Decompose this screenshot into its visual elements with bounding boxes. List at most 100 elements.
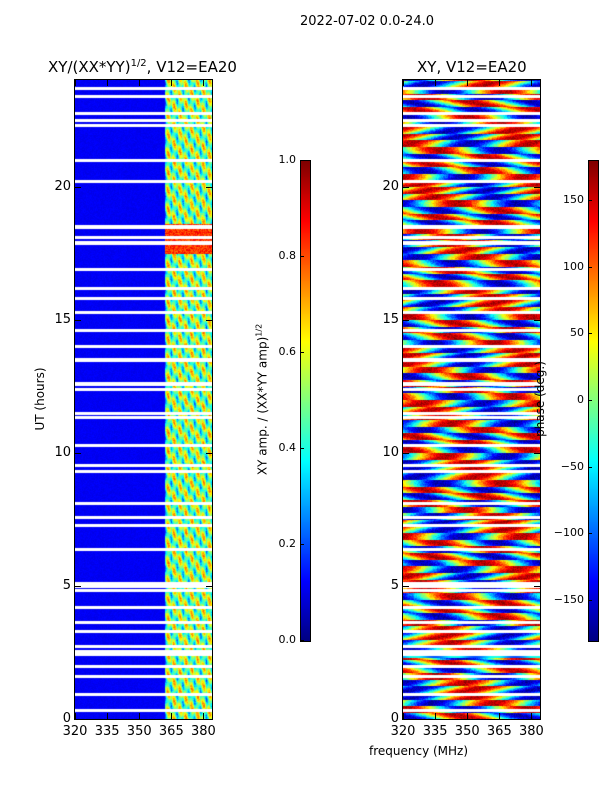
colorbar-tick-label: −150	[553, 593, 584, 606]
x-tick-mark	[75, 713, 76, 719]
y-tick-mark	[75, 719, 81, 720]
colorbar-tick-mark	[300, 160, 304, 161]
y-tick-label: 5	[390, 577, 399, 593]
x-tick-mark	[531, 713, 533, 719]
colorbar-tick-mark	[588, 533, 592, 535]
left-colorbar	[300, 160, 311, 642]
colorbar-tick-label: 0.4	[278, 441, 297, 454]
x-tick-mark	[107, 713, 109, 719]
y-tick-label: 5	[62, 577, 71, 593]
x-tick-mark-top	[139, 80, 141, 86]
right-xlabel: frequency (MHz)	[369, 744, 469, 758]
right-axes-frame	[402, 79, 541, 720]
colorbar-tick-label: 0.2	[278, 537, 297, 550]
colorbar-tick-mark	[588, 400, 592, 401]
left-heatmap	[75, 80, 212, 719]
colorbar-tick-label: 50	[570, 326, 584, 340]
y-tick-label: 15	[382, 311, 399, 327]
x-tick-label: 350	[454, 724, 480, 739]
y-tick-mark-right	[534, 719, 540, 720]
right-colorbar	[588, 160, 599, 642]
right-plot-title: XY, V12=EA20	[417, 58, 527, 76]
x-tick-mark-top	[499, 80, 501, 86]
colorbar-tick-label: 0.0	[278, 633, 297, 646]
y-tick-mark	[403, 452, 409, 454]
y-tick-mark	[403, 585, 409, 587]
y-tick-mark	[75, 452, 81, 454]
y-tick-label: 15	[54, 311, 71, 327]
y-tick-mark	[75, 585, 81, 587]
y-tick-mark	[75, 186, 81, 188]
x-tick-mark-top	[531, 80, 533, 86]
x-tick-mark	[139, 713, 141, 719]
y-tick-label: 0	[62, 711, 71, 726]
y-tick-label: 20	[54, 178, 71, 194]
x-tick-label: 335	[422, 724, 448, 739]
y-tick-mark-right	[206, 452, 212, 454]
colorbar-tick-label: −50	[560, 459, 584, 473]
colorbar-tick-label: −100	[553, 526, 584, 540]
left-title-exponent: 1/2	[130, 58, 147, 69]
x-tick-mark	[467, 713, 469, 719]
left-ylabel: UT (hours)	[33, 367, 47, 431]
x-tick-mark	[203, 713, 205, 719]
colorbar-tick-mark	[300, 640, 304, 641]
colorbar-tick-label: 0.6	[278, 345, 297, 358]
y-tick-label: 10	[54, 444, 71, 460]
colorbar-tick-mark	[588, 333, 592, 335]
suptitle: 2022-07-02 0.0-24.0	[300, 14, 434, 29]
left-axes-frame	[74, 79, 213, 720]
y-tick-label: 0	[390, 711, 399, 726]
x-tick-mark	[499, 713, 501, 719]
x-tick-mark	[403, 713, 404, 719]
colorbar-tick-mark	[300, 544, 304, 545]
left-title-base: XY/(XX*YY)	[48, 58, 131, 76]
y-tick-mark-right	[534, 186, 540, 188]
x-tick-mark-top	[467, 80, 469, 86]
colorbar-tick-label: 100	[563, 259, 584, 273]
y-tick-mark	[403, 719, 409, 720]
left-colorbar-label: XY amp. / (XX*YY amp)1/2	[255, 290, 270, 510]
x-tick-mark-top	[75, 80, 76, 86]
colorbar-tick-mark	[300, 256, 304, 257]
x-tick-label: 320	[62, 724, 88, 739]
x-tick-label: 335	[94, 724, 120, 739]
colorbar-tick-label: 1.0	[278, 153, 297, 166]
left-title-suffix: , V12=EA20	[146, 58, 237, 76]
colorbar-tick-mark	[588, 600, 592, 601]
left-plot-title: XY/(XX*YY)1/2, V12=EA20	[48, 58, 237, 76]
left-colorbar-label-exponent: 1/2	[254, 323, 264, 337]
y-tick-mark-right	[206, 319, 212, 321]
y-tick-mark	[403, 186, 409, 188]
y-tick-mark	[403, 319, 409, 321]
x-tick-mark	[171, 713, 173, 719]
x-tick-label: 380	[519, 724, 544, 739]
colorbar-tick-label: 0.8	[278, 249, 297, 262]
y-tick-mark-right	[534, 452, 540, 454]
x-tick-label: 320	[390, 724, 416, 739]
x-tick-mark-top	[107, 80, 109, 86]
y-tick-label: 20	[382, 178, 399, 194]
colorbar-tick-mark	[300, 448, 304, 449]
colorbar-tick-label: 150	[563, 193, 584, 206]
y-tick-mark	[75, 319, 81, 321]
y-tick-label: 10	[382, 444, 399, 460]
y-tick-mark-right	[206, 186, 212, 188]
colorbar-tick-mark	[588, 266, 592, 268]
y-tick-mark-right	[206, 719, 212, 720]
x-tick-mark-top	[203, 80, 205, 86]
x-tick-label: 365	[486, 724, 512, 739]
colorbar-tick-label: 0	[577, 393, 584, 406]
x-tick-label: 350	[126, 724, 152, 739]
y-tick-mark-right	[206, 585, 212, 587]
x-tick-label: 380	[191, 724, 216, 739]
x-tick-mark-top	[171, 80, 173, 86]
x-tick-mark-top	[435, 80, 437, 86]
x-tick-label: 365	[158, 724, 184, 739]
colorbar-tick-mark	[300, 352, 304, 353]
colorbar-tick-mark	[588, 466, 592, 468]
y-tick-mark-right	[534, 585, 540, 587]
right-heatmap	[403, 80, 540, 719]
colorbar-tick-mark	[588, 200, 592, 201]
